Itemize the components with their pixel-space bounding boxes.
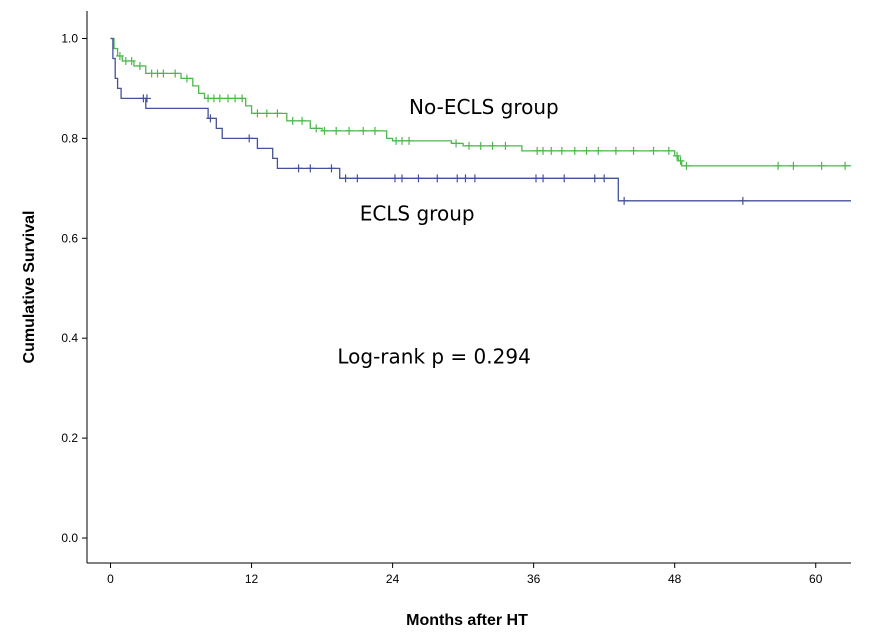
censor-mark	[398, 174, 407, 183]
y-tick-label: 0.8	[61, 131, 78, 145]
y-tick-label: 0.4	[61, 331, 78, 345]
axes: 0.0 0.2 0.4 0.6 0.8 1.0 0 12 24 36 48 60	[61, 11, 851, 586]
x-axis-title: Months after HT	[406, 612, 528, 629]
censor-mark	[774, 161, 783, 170]
censor-mark	[600, 174, 609, 183]
censor-mark	[262, 109, 271, 118]
censor-mark	[306, 164, 315, 173]
censor-mark	[273, 109, 282, 118]
censor-mark	[611, 146, 620, 155]
censor-mark	[320, 126, 329, 135]
y-axis-title: Cumulative Survival	[21, 211, 38, 364]
x-tick-label: 48	[668, 572, 682, 586]
censor-mark	[664, 146, 673, 155]
censor-mark	[620, 196, 629, 205]
censor-mark	[817, 161, 826, 170]
censor-mark	[547, 146, 556, 155]
censor-mark	[327, 164, 336, 173]
censor-mark	[288, 116, 297, 125]
annotations: No-ECLS group ECLS group Log-rank p = 0.29…	[337, 95, 558, 369]
censor-mark	[115, 51, 124, 60]
censor-mark	[231, 94, 240, 103]
censor-mark	[649, 146, 658, 155]
y-tick-label: 0.2	[61, 431, 78, 445]
censor-mark	[539, 174, 548, 183]
annotation-1: ECLS group	[360, 201, 475, 225]
x-tick-label: 0	[107, 572, 114, 586]
censor-mark	[488, 141, 497, 150]
y-tick-label: 0.0	[61, 531, 78, 545]
censor-mark	[452, 139, 461, 148]
censor-mark	[238, 94, 247, 103]
censor-mark	[345, 126, 354, 135]
censor-mark	[332, 126, 341, 135]
censor-mark	[182, 74, 191, 83]
censor-mark	[570, 146, 579, 155]
series-layer	[110, 37, 851, 205]
censor-mark	[841, 161, 850, 170]
censor-mark	[245, 134, 254, 143]
censor-mark	[470, 174, 479, 183]
censor-mark	[127, 56, 136, 65]
censor-mark	[557, 146, 566, 155]
censor-mark	[531, 174, 540, 183]
censor-mark	[353, 174, 362, 183]
censor-mark	[590, 174, 599, 183]
survival-curve	[110, 37, 851, 202]
x-tick-label: 36	[527, 572, 541, 586]
censor-mark	[673, 151, 682, 160]
censor-mark	[294, 164, 303, 173]
censor-mark	[465, 141, 473, 150]
censor-mark	[224, 94, 233, 103]
censor-mark	[142, 94, 151, 103]
annotation-0: No-ECLS group	[409, 95, 559, 119]
censor-mark	[682, 161, 691, 170]
censor-mark	[414, 174, 423, 183]
censor-mark	[298, 116, 307, 125]
censor-mark	[453, 174, 462, 183]
censor-mark	[312, 124, 321, 133]
censor-mark	[789, 161, 798, 170]
censor-mark	[476, 141, 485, 150]
x-tick-label: 24	[386, 572, 400, 586]
censor-mark	[359, 126, 368, 135]
censor-mark	[398, 136, 407, 145]
annotation-2: Log-rank p = 0.294	[337, 345, 530, 369]
censor-mark	[461, 174, 470, 183]
y-tick-label: 1.0	[61, 31, 78, 45]
series-no-ecls	[110, 37, 851, 170]
censor-mark	[171, 69, 180, 78]
censor-mark	[206, 114, 215, 123]
survival-curve	[110, 37, 851, 167]
censor-mark	[738, 196, 747, 205]
censor-mark	[215, 94, 224, 103]
censor-mark	[676, 156, 685, 165]
censor-mark	[341, 174, 350, 183]
censor-mark	[405, 136, 414, 145]
censor-mark	[539, 146, 548, 155]
censor-mark	[390, 174, 399, 183]
y-tick-label: 0.6	[61, 231, 78, 245]
series-ecls	[110, 37, 851, 205]
censor-mark	[433, 174, 442, 183]
censor-mark	[501, 141, 510, 150]
censor-mark	[159, 69, 168, 78]
censor-mark	[370, 126, 379, 135]
censor-mark	[253, 109, 262, 118]
censor-mark	[560, 174, 569, 183]
censor-mark	[629, 146, 638, 155]
censor-mark	[582, 146, 591, 155]
censor-mark	[594, 146, 603, 155]
x-tick-label: 60	[809, 572, 823, 586]
censor-mark	[135, 61, 144, 70]
x-tick-label: 12	[245, 572, 259, 586]
